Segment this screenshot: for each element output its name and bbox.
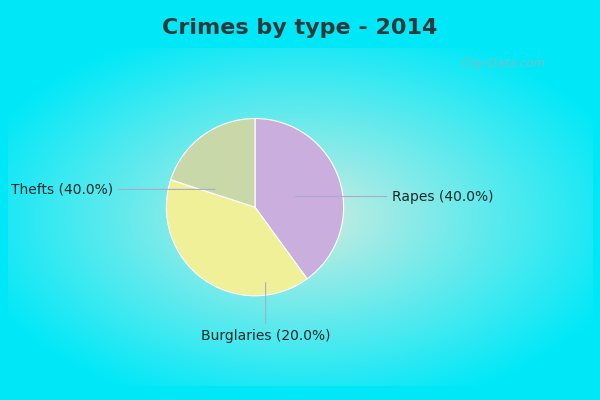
Text: City-Data.com: City-Data.com (462, 58, 546, 70)
Text: Burglaries (20.0%): Burglaries (20.0%) (201, 282, 331, 344)
Wedge shape (255, 118, 344, 279)
Text: Thefts (40.0%): Thefts (40.0%) (11, 182, 215, 196)
Wedge shape (166, 180, 307, 296)
Text: Rapes (40.0%): Rapes (40.0%) (295, 190, 494, 204)
Text: Crimes by type - 2014: Crimes by type - 2014 (163, 18, 437, 38)
Wedge shape (171, 118, 255, 207)
